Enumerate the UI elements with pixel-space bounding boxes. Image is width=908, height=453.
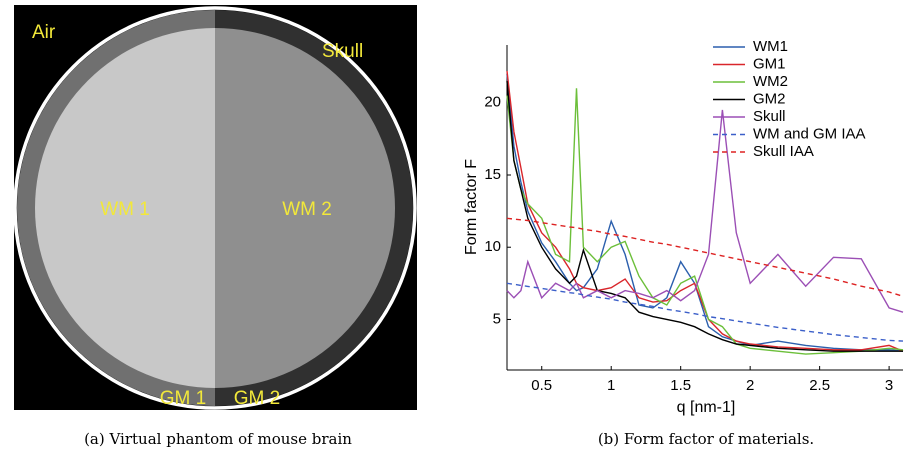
y-tick-label: 10 — [484, 238, 501, 255]
legend-label: WM and GM IAA — [753, 125, 866, 142]
y-tick-label: 15 — [484, 166, 501, 183]
y-axis-label: Form factor F — [463, 159, 480, 255]
series-line — [506, 109, 904, 313]
series-line — [506, 217, 904, 297]
caption-b: (b) Form factor of materials. — [598, 430, 814, 448]
x-tick-label: 1 — [607, 377, 615, 394]
wm2-region — [215, 28, 395, 388]
series-line — [506, 70, 904, 352]
x-tick-label: 2 — [746, 377, 754, 394]
label-wm2: WM 2 — [282, 199, 332, 220]
x-tick-label: 2.5 — [809, 377, 830, 394]
phantom: Air Skull WM 1 WM 2 GM 1 GM 2 — [13, 5, 417, 410]
series-line — [506, 81, 903, 352]
legend-label: Skull IAA — [753, 143, 814, 160]
x-tick-label: 1.5 — [670, 377, 691, 394]
wm1-region — [35, 28, 215, 388]
legend-label: GM1 — [753, 55, 786, 72]
legend-label: WM2 — [753, 73, 788, 90]
y-tick-label: 20 — [484, 94, 501, 111]
series-line — [506, 282, 904, 342]
y-tick-label: 5 — [493, 310, 501, 327]
x-tick-label: 3 — [885, 377, 893, 394]
skull-ring — [13, 6, 417, 410]
series-line — [506, 73, 904, 352]
x-axis-label: q [nm-1] — [677, 399, 736, 416]
label-wm1: WM 1 — [100, 199, 150, 220]
label-air: Air — [32, 22, 56, 43]
x-tick-label: 0.5 — [531, 377, 552, 394]
legend-label: GM2 — [753, 90, 786, 107]
legend-label: WM1 — [753, 38, 788, 55]
legend-label: Skull — [753, 108, 786, 125]
label-gm2: GM 2 — [234, 388, 280, 409]
label-gm1: GM 1 — [160, 388, 206, 409]
label-skull: Skull — [322, 41, 363, 62]
caption-a: (a) Virtual phantom of mouse brain — [84, 430, 352, 448]
